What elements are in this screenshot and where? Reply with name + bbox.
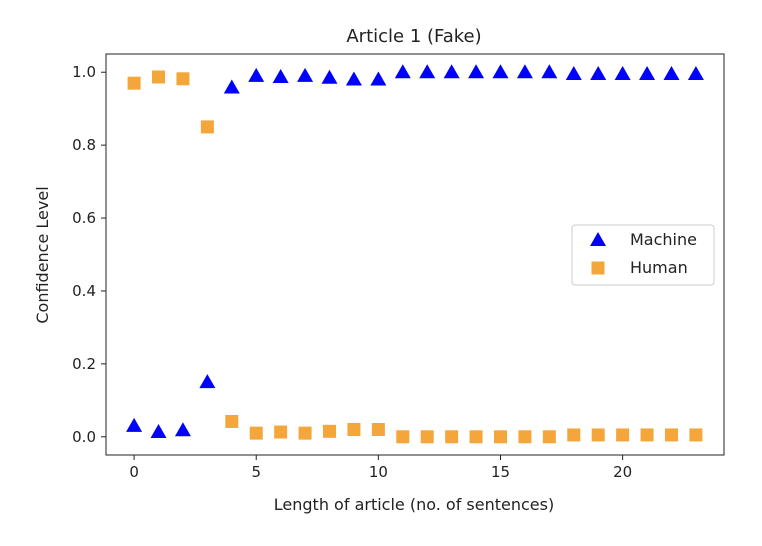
point-human [518,430,532,444]
point-machine [248,67,265,82]
legend: Machine Human [571,224,715,286]
point-human [591,428,605,442]
point-human [298,426,312,440]
point-human [152,70,166,84]
point-machine [419,64,436,79]
y-axis-title: Confidence Level [33,186,52,323]
legend-label-machine: Machine [630,230,697,249]
point-human [396,430,410,444]
point-machine [150,424,167,439]
point-machine [687,66,704,81]
point-human [616,428,630,442]
point-machine [223,79,240,94]
point-human [640,428,654,442]
point-machine [516,64,533,79]
chart-title: Article 1 (Fake) [346,26,481,47]
point-machine [126,417,143,432]
y-axis: 0.0 0.2 0.4 0.6 0.8 1.0 [72,63,106,446]
x-tick-label: 10 [369,463,388,481]
point-human [176,72,190,86]
point-human [127,76,141,90]
point-machine [590,66,607,81]
point-machine [345,71,362,86]
point-machine [639,66,656,81]
point-machine [321,69,338,84]
point-human [469,430,483,444]
point-machine [174,422,191,437]
point-machine [443,64,460,79]
y-tick-label: 0.6 [72,209,96,227]
y-tick-label: 1.0 [72,63,96,81]
point-machine [199,374,216,389]
point-human [200,120,214,134]
x-axis-title: Length of article (no. of sentences) [274,495,554,514]
point-human [689,428,703,442]
point-human [274,425,288,439]
legend-label-human: Human [630,258,688,277]
y-tick-label: 0.2 [72,355,96,373]
series-human [127,70,703,444]
point-human [323,424,337,438]
y-tick-label: 0.0 [72,428,96,446]
x-tick-label: 15 [491,463,510,481]
point-human [347,422,361,436]
y-tick-label: 0.4 [72,282,96,300]
point-human [493,430,507,444]
legend-marker-machine [590,232,606,246]
series-machine [126,64,704,439]
point-human [542,430,556,444]
point-machine [370,71,387,86]
point-machine [614,66,631,81]
x-tick-label: 5 [251,463,261,481]
plot-frame [105,53,725,456]
point-human [249,426,263,440]
point-human [664,428,678,442]
x-tick-label: 0 [129,463,139,481]
legend-box [571,224,715,286]
x-axis: 0 5 10 15 20 [129,455,632,481]
point-machine [541,64,558,79]
point-machine [394,64,411,79]
point-machine [468,64,485,79]
point-human [225,414,239,428]
point-human [445,430,459,444]
legend-marker-human [591,261,605,275]
point-machine [272,68,289,83]
point-machine [492,64,509,79]
point-human [371,422,385,436]
point-machine [565,66,582,81]
point-machine [297,67,314,82]
point-human [420,430,434,444]
y-tick-label: 0.8 [72,136,96,154]
point-human [567,428,581,442]
point-machine [663,66,680,81]
plot-area [105,53,725,456]
x-tick-label: 20 [613,463,632,481]
